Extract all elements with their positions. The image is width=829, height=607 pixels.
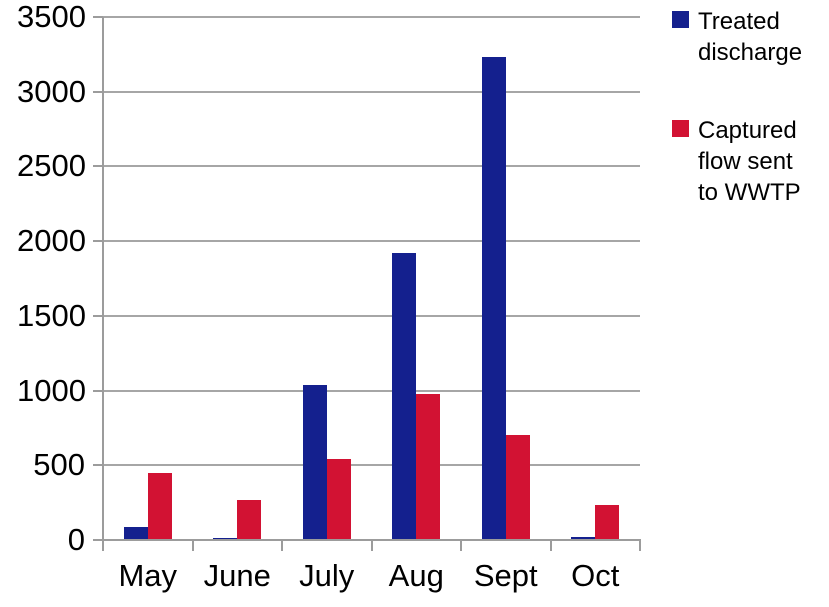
y-axis-label-2000: 2000	[17, 223, 86, 259]
legend-item-captured-flow: Captured flow sent to WWTP	[672, 115, 816, 208]
y-tick-2000	[93, 240, 103, 243]
gridline-2500	[103, 165, 640, 168]
legend-swatch-red	[672, 120, 689, 137]
y-tick-500	[93, 464, 103, 467]
x-axis-label-aug: Aug	[388, 558, 444, 593]
y-tick-2500	[93, 165, 103, 168]
bar-treated-aug	[392, 253, 417, 540]
gridline-1000	[103, 389, 640, 392]
legend-label-treated-discharge: Treated discharge	[698, 8, 803, 66]
x-axis-labels: May June July Aug Sept Oct	[0, 558, 829, 602]
x-axis-line	[102, 539, 641, 541]
gridline-3000	[103, 90, 640, 93]
y-axis-label-2500: 2500	[17, 148, 86, 184]
bar-treated-oct	[571, 537, 596, 540]
y-axis-label-3500: 3500	[17, 0, 86, 34]
bar-captured-oct	[595, 504, 620, 540]
y-axis-label-3000: 3000	[17, 73, 86, 109]
legend-item-treated-discharge: Treated discharge	[672, 6, 816, 68]
y-tick-0	[93, 539, 103, 541]
y-axis-labels: 0 500 1000 1500 2000 2500 3000 3500	[0, 0, 86, 607]
x-axis-label-sept: Sept	[473, 558, 538, 593]
legend-swatch-blue	[672, 11, 689, 28]
bar-captured-july	[326, 458, 351, 540]
bar-captured-may	[147, 472, 172, 540]
x-axis-tick	[549, 540, 552, 551]
x-axis-label-oct: Oct	[571, 558, 620, 593]
y-axis-label-1500: 1500	[17, 297, 86, 333]
y-axis-label-1000: 1000	[17, 372, 86, 408]
bar-captured-june	[237, 499, 262, 540]
x-axis-label-june: June	[203, 558, 271, 593]
x-axis-tick	[102, 540, 104, 551]
x-axis-tick	[191, 540, 194, 551]
x-axis-tick	[460, 540, 462, 551]
bar-captured-sept	[505, 434, 530, 540]
x-axis-label-july: July	[299, 558, 355, 593]
gridline-500	[103, 464, 640, 467]
x-axis-tick	[639, 540, 641, 551]
gridline-1500	[103, 314, 640, 317]
bar-captured-aug	[416, 393, 441, 540]
y-tick-3500	[93, 16, 103, 18]
legend-label-captured-flow: Captured flow sent to WWTP	[698, 117, 801, 206]
legend: Treated discharge Captured flow sent to …	[672, 6, 816, 208]
gridline-3500	[103, 16, 640, 18]
x-axis-label-may: May	[118, 558, 178, 593]
y-tick-3000	[93, 90, 103, 93]
bar-treated-sept	[481, 57, 506, 540]
x-axis-tick	[281, 540, 283, 551]
y-axis-line	[102, 17, 104, 542]
y-axis-label-0: 0	[67, 522, 85, 557]
x-axis-tick	[370, 540, 373, 551]
gridline-2000	[103, 240, 640, 243]
y-tick-1000	[93, 389, 103, 392]
bar-treated-july	[302, 384, 327, 540]
bar-treated-may	[123, 526, 148, 540]
plot-area	[93, 16, 641, 551]
y-tick-1500	[93, 314, 103, 317]
y-axis-label-500: 500	[33, 447, 85, 483]
